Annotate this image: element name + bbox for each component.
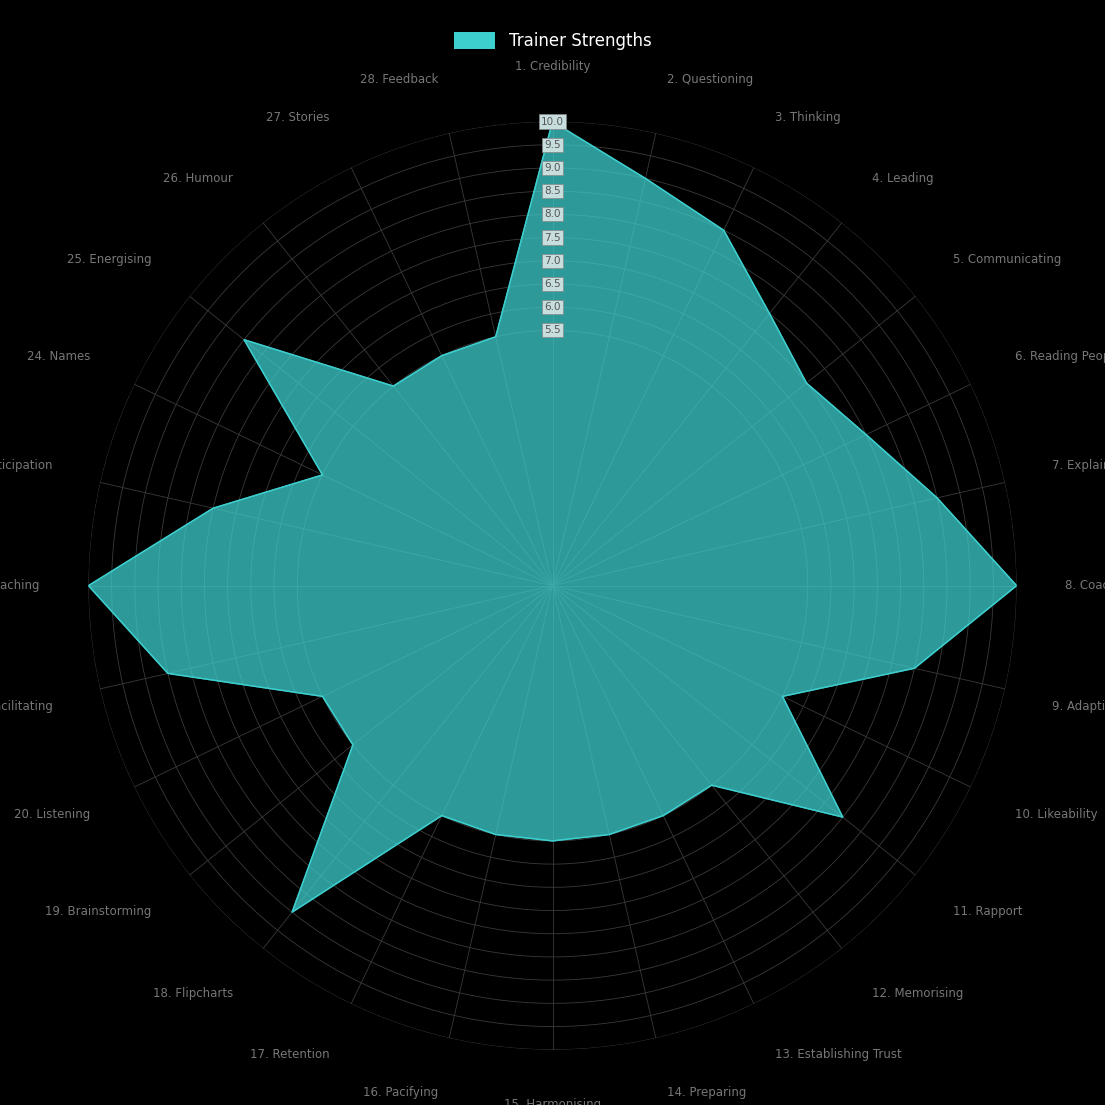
Text: 8.5: 8.5 [544,186,561,197]
Text: 7. Explaining: 7. Explaining [1052,459,1105,472]
Text: 15. Harmonising: 15. Harmonising [504,1098,601,1105]
Text: 12. Memorising: 12. Memorising [872,987,964,1000]
Polygon shape [88,122,1017,913]
Text: 26. Humour: 26. Humour [162,171,233,185]
Text: 20. Listening: 20. Listening [14,808,91,821]
Text: 16. Pacifying: 16. Pacifying [364,1085,439,1098]
Text: 9.5: 9.5 [544,139,561,150]
Text: 19. Brainstorming: 19. Brainstorming [45,905,151,918]
Text: 6.0: 6.0 [545,302,560,313]
Text: 10. Likeability: 10. Likeability [1014,808,1097,821]
Text: 24. Names: 24. Names [28,350,91,364]
Text: 21. Facilitating: 21. Facilitating [0,699,53,713]
Text: 10.0: 10.0 [541,116,564,127]
Text: 6.5: 6.5 [544,278,561,290]
Text: 7.0: 7.0 [545,255,560,266]
Text: 4. Leading: 4. Leading [872,171,934,185]
Text: 7.5: 7.5 [544,232,561,243]
Text: 13. Establishing Trust: 13. Establishing Trust [775,1048,902,1061]
Text: 23. Participation: 23. Participation [0,459,53,472]
Text: 18. Flipcharts: 18. Flipcharts [152,987,233,1000]
Text: 14. Preparing: 14. Preparing [666,1085,746,1098]
Text: 1. Credibility: 1. Credibility [515,60,590,73]
Text: 25. Energising: 25. Energising [67,253,151,266]
Text: 11. Rapport: 11. Rapport [954,905,1023,918]
Text: 9.0: 9.0 [545,162,560,173]
Text: 27. Stories: 27. Stories [266,110,330,124]
Text: 5.5: 5.5 [544,325,561,336]
Text: 2. Questioning: 2. Questioning [666,73,753,86]
Legend: Trainer Strengths: Trainer Strengths [446,25,659,56]
Text: 8. Coaching: 8. Coaching [1065,579,1105,592]
Text: 5. Communicating: 5. Communicating [954,253,1062,266]
Text: 8.0: 8.0 [545,209,560,220]
Text: 22. Teaching: 22. Teaching [0,579,40,592]
Text: 6. Reading People: 6. Reading People [1014,350,1105,364]
Text: 3. Thinking: 3. Thinking [775,110,841,124]
Text: 9. Adapting: 9. Adapting [1052,699,1105,713]
Text: 17. Retention: 17. Retention [251,1048,330,1061]
Text: 28. Feedback: 28. Feedback [360,73,439,86]
